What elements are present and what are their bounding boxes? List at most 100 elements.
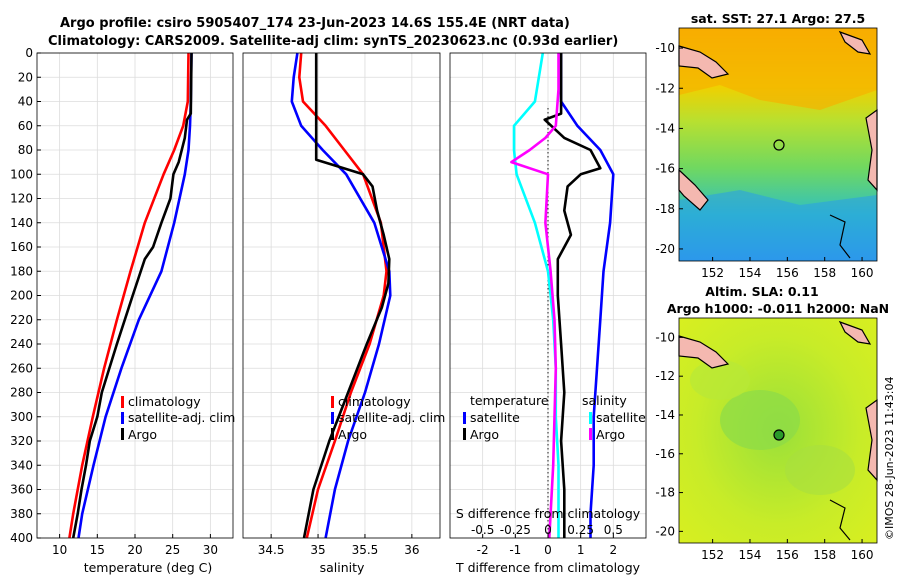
legend-label-satellite: satellite-adj. clim: [338, 410, 445, 425]
sla-high-3: [785, 445, 855, 495]
difference-xlabel: T difference from climatology: [455, 560, 641, 575]
figure-title-line1: Argo profile: csiro 5905407_174 23-Jun-2…: [60, 16, 570, 31]
map-lat-label: -14: [655, 408, 675, 422]
s-diff-tick-label: 0.25: [567, 523, 594, 537]
series-line-s-argo: [510, 53, 560, 539]
salinity-legend: climatology satellite-adj. clim Argo: [331, 394, 445, 442]
reef-contour: [829, 499, 851, 541]
y-tick-label: 0: [25, 46, 33, 60]
sla-map-title-line1: Altim. SLA: 0.11: [705, 284, 818, 299]
x-tick-label: 35: [310, 543, 325, 557]
sst-map-frame: [678, 27, 878, 262]
legend-swatch-t-satellite: [463, 412, 466, 424]
land-coast-se: [865, 108, 878, 192]
map-lon-label: 160: [851, 548, 874, 562]
x-tick-label: 35.5: [352, 543, 379, 557]
x-tick-label: 10: [52, 543, 67, 557]
x-tick-label: -1: [509, 543, 521, 557]
y-tick-label: 140: [10, 216, 33, 230]
map-lon-label: 152: [701, 266, 724, 280]
s-diff-tick-label: -0.25: [500, 523, 531, 537]
map-lon-label: 158: [813, 266, 836, 280]
difference-legend: temperature salinity satellite Argo sate…: [463, 393, 646, 442]
land-new-guinea: [678, 45, 730, 79]
sst-cool-patch: [679, 190, 877, 261]
y-tick-label: 20: [18, 70, 33, 84]
map-lat-label: -20: [655, 242, 675, 256]
legend-label-satellite: satellite-adj. clim: [128, 410, 235, 425]
x-tick-label: 30: [203, 543, 218, 557]
sla-map-title-line2: Argo h1000: -0.011 h2000: NaN: [667, 301, 889, 316]
argo-location-marker: [773, 139, 785, 151]
map-lon-label: 156: [776, 266, 799, 280]
x-tick-label: 0: [544, 543, 552, 557]
map-lat-label: -10: [655, 330, 675, 344]
legend-swatch-satellite: [121, 412, 124, 424]
y-tick-label: 400: [10, 531, 33, 545]
salinity-panel: 34.5 35 35.5 36: [242, 52, 441, 557]
legend-swatch-s-satellite: [589, 412, 592, 424]
map-lon-label: 156: [776, 548, 799, 562]
land-new-guinea: [678, 335, 730, 369]
x-tick-label: 2: [610, 543, 618, 557]
reef-contour: [829, 214, 851, 259]
y-tick-label: 40: [18, 95, 33, 109]
legend-label-argo: Argo: [338, 427, 367, 442]
argo-location-marker: [773, 429, 785, 441]
y-tick-label: 340: [10, 458, 33, 472]
legend-swatch-t-argo: [463, 428, 466, 440]
legend-label-climatology: climatology: [128, 394, 201, 409]
map-lon-label: 154: [739, 266, 762, 280]
temperature-panel: 10 15 20 25 30020406080100120140160180200220…: [10, 46, 234, 557]
y-tick-label: 280: [10, 386, 33, 400]
y-tick-label: 240: [10, 337, 33, 351]
y-tick-label: 120: [10, 192, 33, 206]
legend-swatch-argo: [331, 428, 334, 440]
map-lat-label: -16: [655, 447, 675, 461]
map-lon-label: 154: [739, 548, 762, 562]
series-line-argo: [302, 53, 391, 539]
series-line-satellite-adj-clim: [77, 52, 193, 539]
legend-label-t-argo: Argo: [470, 427, 499, 442]
map-lat-label: -12: [655, 81, 675, 95]
sst-map: 152 154 156 158 160 -10 -12 -14 -16 -18 -20: [655, 27, 878, 280]
plot-frame: [242, 52, 441, 539]
legend-title-salinity: salinity: [582, 393, 627, 408]
sst-map-title: sat. SST: 27.1 Argo: 27.5: [691, 11, 865, 26]
difference-panel: -2 -1 0 1 2 -0.5 -0.25 0 0.25 0.5: [449, 52, 647, 557]
map-lon-label: 152: [701, 548, 724, 562]
map-lat-label: -14: [655, 121, 675, 135]
land-islands: [838, 320, 872, 345]
y-tick-label: 100: [10, 167, 33, 181]
y-tick-label: 80: [18, 143, 33, 157]
series-line-satellite-adj-clim: [290, 52, 392, 539]
y-tick-label: 220: [10, 313, 33, 327]
y-tick-label: 160: [10, 240, 33, 254]
map-lon-label: 160: [851, 266, 874, 280]
sla-high-1: [720, 390, 800, 450]
temperature-xlabel: temperature (deg C): [84, 560, 213, 575]
x-tick-label: 25: [165, 543, 180, 557]
map-lat-label: -12: [655, 369, 675, 383]
map-lat-label: -18: [655, 202, 675, 216]
sla-high-2: [690, 360, 750, 400]
map-lon-label: 158: [813, 548, 836, 562]
y-tick-label: 180: [10, 264, 33, 278]
land-coast-se: [865, 398, 878, 482]
x-tick-label: -2: [477, 543, 489, 557]
legend-swatch-s-argo: [589, 428, 592, 440]
legend-title-temperature: temperature: [470, 393, 549, 408]
legend-swatch-climatology: [121, 396, 124, 408]
difference-top-xlabel: S difference from climatology: [456, 506, 641, 521]
figure-title-line2: Climatology: CARS2009. Satellite-adj cli…: [48, 34, 618, 49]
map-lat-label: -16: [655, 162, 675, 176]
legend-label-argo: Argo: [128, 427, 157, 442]
x-tick-label: 1: [577, 543, 585, 557]
legend-label-s-argo: Argo: [596, 427, 625, 442]
legend-swatch-climatology: [331, 396, 334, 408]
map-lat-label: -20: [655, 524, 675, 538]
y-tick-label: 200: [10, 289, 33, 303]
map-lat-label: -18: [655, 486, 675, 500]
series-line-t-satellite: [559, 53, 615, 538]
